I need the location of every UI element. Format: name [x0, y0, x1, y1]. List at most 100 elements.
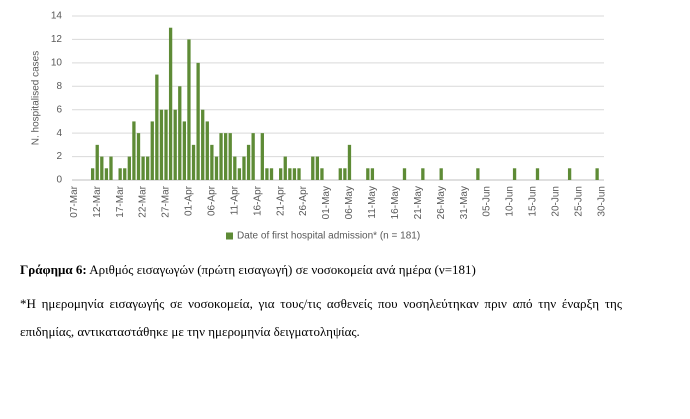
bar	[246, 144, 251, 180]
x-tick-label: 21-May	[413, 186, 424, 219]
bar	[201, 109, 205, 180]
bar	[182, 121, 187, 180]
bar	[265, 168, 269, 180]
bar	[219, 133, 223, 180]
bar	[233, 156, 237, 180]
caption-label: Γράφημα 6:	[20, 262, 87, 277]
y-tick-label: 12	[51, 34, 63, 45]
bar	[104, 168, 109, 180]
bar	[223, 133, 228, 180]
x-tick-label: 01-May	[321, 186, 332, 219]
bar	[178, 86, 182, 180]
bar	[269, 168, 274, 180]
bar	[512, 168, 517, 180]
x-tick-label: 16-May	[390, 186, 401, 219]
y-tick-label: 8	[56, 81, 62, 92]
bar	[191, 144, 196, 180]
bar	[370, 168, 375, 180]
x-tick-label: 21-Apr	[275, 185, 286, 216]
x-tick-label: 26-Apr	[298, 185, 309, 216]
bar	[95, 144, 99, 180]
bar	[476, 168, 480, 180]
bar	[567, 168, 572, 180]
x-tick-label: 15-Jun	[528, 186, 539, 217]
caption-text: Αριθμός εισαγωγών (πρώτη εισαγωγή) σε νο…	[89, 262, 476, 277]
bar	[297, 168, 301, 180]
x-tick-label: 30-Jun	[596, 186, 607, 217]
bar	[242, 156, 246, 180]
bar	[164, 109, 168, 180]
bar	[347, 144, 352, 180]
x-tick-label: 26-May	[436, 186, 447, 219]
x-tick-label: 11-May	[367, 186, 378, 219]
y-tick-label: 0	[56, 175, 62, 186]
bar	[288, 168, 292, 180]
x-tick-label: 12-Mar	[92, 185, 103, 217]
bar	[283, 156, 287, 180]
bar	[366, 168, 370, 180]
y-axis-label: N. hospitalised cases	[31, 51, 42, 146]
bar	[141, 156, 145, 180]
bar	[150, 121, 154, 180]
y-tick-label: 2	[56, 151, 62, 162]
x-tick-label: 31-May	[459, 186, 470, 219]
x-tick-label: 20-Jun	[550, 186, 561, 217]
legend-swatch	[226, 232, 233, 240]
bar	[109, 156, 113, 180]
bar	[343, 168, 347, 180]
x-tick-label: 27-Mar	[161, 185, 172, 217]
bar	[237, 168, 242, 180]
chart: N. hospitalised cases 0 2 4 6 8 10 12 14 07-Mar 1…	[31, 11, 608, 242]
bar	[196, 62, 200, 180]
bar	[228, 133, 232, 180]
bar	[146, 156, 150, 180]
x-tick-label: 01-Apr	[184, 185, 195, 216]
bar	[159, 109, 164, 180]
x-tick-label: 17-Mar	[115, 185, 126, 217]
bar	[402, 168, 407, 180]
bar	[90, 168, 95, 180]
bar	[136, 133, 141, 180]
bar	[155, 74, 159, 180]
bar	[173, 109, 177, 180]
bar	[210, 144, 214, 180]
x-tick-label: 25-Jun	[573, 186, 584, 217]
x-tick-label: 22-Mar	[138, 185, 149, 217]
bar	[205, 121, 209, 180]
bar	[421, 168, 425, 180]
bar	[595, 168, 599, 180]
bar	[118, 168, 122, 180]
x-tick-label: 16-Apr	[252, 185, 263, 216]
x-tick-label: 10-Jun	[505, 186, 516, 217]
x-tick-label: 06-Apr	[207, 185, 218, 216]
footnote: *Η ημερομηνία εισαγωγής σε νοσοκομεία, γ…	[20, 296, 622, 339]
x-tick-label: 07-Mar	[69, 185, 80, 217]
bar	[127, 156, 131, 180]
bar	[338, 168, 342, 180]
bar	[132, 121, 136, 180]
bar	[187, 39, 191, 180]
bar	[251, 133, 255, 180]
bar	[315, 156, 320, 180]
bar	[535, 168, 540, 180]
bar	[260, 133, 264, 180]
x-tick-label: 05-Jun	[482, 186, 493, 217]
bar	[214, 156, 219, 180]
bar	[439, 168, 443, 180]
bar	[100, 156, 104, 180]
y-tick-label: 6	[56, 104, 62, 115]
caption: Γράφημα 6: Αριθμός εισαγωγών (πρώτη εισα…	[20, 262, 622, 278]
bar	[320, 168, 324, 180]
bar	[311, 156, 315, 180]
y-tick-label: 4	[56, 128, 62, 139]
x-tick-label: 11-Apr	[229, 185, 240, 215]
bar	[123, 168, 127, 180]
y-tick-label: 10	[51, 57, 63, 68]
bar	[279, 168, 283, 180]
x-tick-label: 06-May	[344, 186, 355, 219]
bar	[292, 168, 297, 180]
y-tick-label: 14	[51, 11, 63, 22]
legend-label: Date of first hospital admission* (n = 1…	[237, 231, 420, 242]
bar	[168, 27, 173, 181]
